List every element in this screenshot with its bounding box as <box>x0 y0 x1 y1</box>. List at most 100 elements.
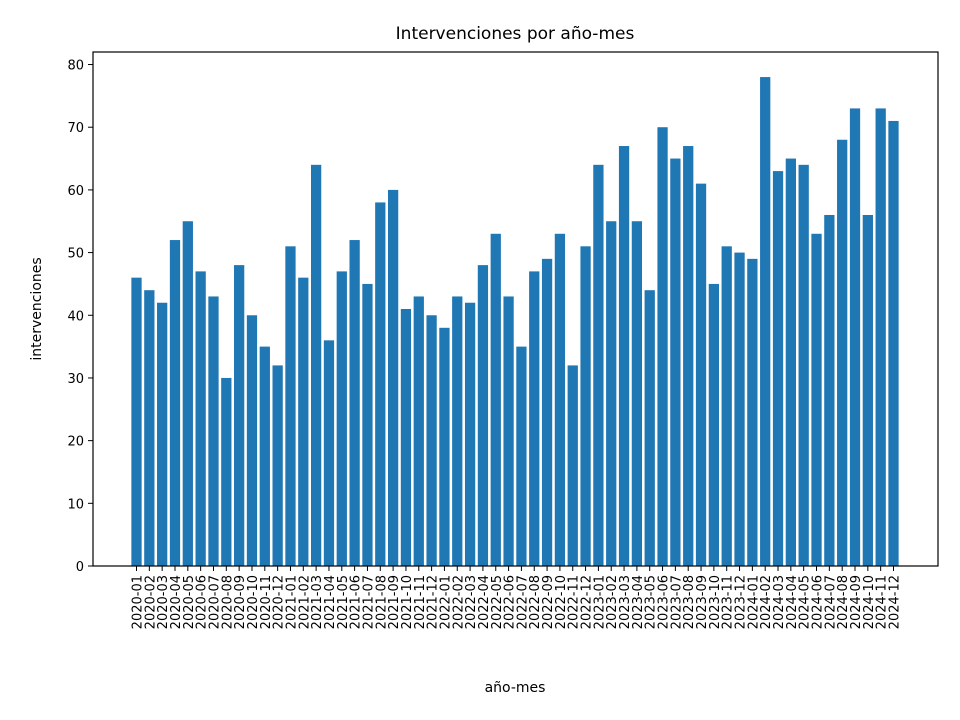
y-axis-label: intervenciones <box>29 257 45 360</box>
bar-2023-09 <box>695 183 707 566</box>
x-tick-label: 2024-10 <box>862 575 877 629</box>
bar-2024-09 <box>849 108 861 566</box>
x-tick-label: 2021-02 <box>297 575 312 629</box>
x-tick-label: 2020-03 <box>156 575 171 629</box>
bar-2020-04 <box>169 240 181 567</box>
x-tick-label: 2021-04 <box>323 575 338 629</box>
bar-2021-06 <box>349 240 360 567</box>
y-tick-label: 80 <box>67 59 84 74</box>
x-tick-label: 2020-02 <box>143 575 158 629</box>
y-tick-label: 20 <box>67 435 84 450</box>
x-tick-label: 2024-01 <box>746 575 761 629</box>
x-tick-label: 2021-05 <box>336 575 351 629</box>
x-tick-label: 2024-03 <box>772 575 787 629</box>
x-tick-label: 2023-06 <box>657 575 672 629</box>
bar-2020-06 <box>195 271 206 566</box>
x-tick-label: 2024-05 <box>798 575 813 629</box>
x-tick-label: 2020-05 <box>182 575 197 629</box>
bar-2020-09 <box>234 265 245 566</box>
x-tick-label: 2022-09 <box>541 575 556 629</box>
x-tick-label: 2023-01 <box>592 575 607 629</box>
bar-2024-01 <box>747 258 758 566</box>
bar-2023-11 <box>721 246 732 566</box>
x-tick-label: 2020-10 <box>246 575 261 629</box>
x-tick-label: 2022-04 <box>477 575 492 629</box>
chart-title: Intervenciones por año-mes <box>396 24 635 44</box>
x-tick-label: 2021-12 <box>426 575 441 629</box>
x-tick-label: 2022-07 <box>515 575 530 629</box>
bar-2022-12 <box>580 246 591 566</box>
bar-2023-05 <box>644 290 655 566</box>
bar-2020-10 <box>246 315 258 566</box>
x-tick-label: 2024-09 <box>849 575 864 629</box>
x-tick-label: 2023-08 <box>682 575 697 629</box>
bar-2020-01 <box>131 277 142 566</box>
bar-2022-07 <box>516 346 527 566</box>
x-tick-label: 2024-11 <box>875 575 890 629</box>
x-tick-label: 2022-10 <box>554 575 569 629</box>
x-tick-label: 2022-05 <box>490 575 505 629</box>
y-tick-label: 0 <box>76 560 84 575</box>
bar-2020-08 <box>221 377 232 566</box>
bars-group <box>131 77 899 567</box>
bar-2021-08 <box>375 202 386 566</box>
bar-2023-01 <box>593 164 604 566</box>
bar-2023-06 <box>657 127 668 566</box>
y-tick-label: 50 <box>67 247 84 262</box>
bar-2024-08 <box>837 139 848 566</box>
y-tick-label: 60 <box>67 184 84 199</box>
x-tick-label: 2024-02 <box>759 575 774 629</box>
x-tick-label: 2024-04 <box>785 575 800 629</box>
bar-2024-12 <box>888 120 899 566</box>
x-tick-label: 2022-12 <box>580 575 595 629</box>
x-tick-label: 2021-06 <box>349 575 364 629</box>
x-tick-label: 2021-11 <box>413 575 428 629</box>
x-tick-label: 2022-06 <box>503 575 518 629</box>
x-tick-label: 2024-08 <box>836 575 851 629</box>
bar-2023-04 <box>631 221 643 566</box>
x-tick-label: 2023-09 <box>695 575 710 629</box>
x-tick-label: 2020-12 <box>272 575 287 629</box>
bar-2022-08 <box>529 271 540 566</box>
bar-2022-02 <box>452 296 463 566</box>
y-axis: 0 10 20 30 40 50 60 70 80 <box>67 59 93 575</box>
x-tick-label: 2020-11 <box>259 575 274 629</box>
bar-2023-03 <box>618 146 630 566</box>
y-tick-label: 30 <box>67 372 84 387</box>
bar-2022-11 <box>567 365 578 566</box>
x-tick-label: 2022-03 <box>464 575 479 629</box>
x-tick-label: 2020-08 <box>220 575 235 629</box>
x-tick-label: 2020-01 <box>131 575 146 629</box>
x-tick-label: 2021-08 <box>374 575 389 629</box>
bar-2024-11 <box>875 108 886 566</box>
x-tick-label: 2021-03 <box>310 575 325 629</box>
bar-2022-06 <box>503 296 514 566</box>
x-axis: 2020-012020-022020-032020-042020-052020-… <box>131 566 903 629</box>
x-tick-label: 2023-05 <box>644 575 659 629</box>
bar-2022-09 <box>541 258 553 566</box>
x-tick-label: 2022-08 <box>528 575 543 629</box>
bar-2022-03 <box>464 302 476 566</box>
x-tick-label: 2021-07 <box>361 575 376 629</box>
bar-2021-10 <box>400 309 412 566</box>
x-tick-label: 2023-12 <box>734 575 749 629</box>
x-tick-label: 2020-07 <box>207 575 222 629</box>
bar-2022-10 <box>554 233 566 566</box>
bar-2023-12 <box>734 252 745 566</box>
x-tick-label: 2023-11 <box>721 575 736 629</box>
x-tick-label: 2021-09 <box>387 575 402 629</box>
x-tick-label: 2020-06 <box>195 575 210 629</box>
x-tick-label: 2024-06 <box>811 575 826 629</box>
y-tick-label: 10 <box>67 497 84 512</box>
x-tick-label: 2022-01 <box>438 575 453 629</box>
x-tick-label: 2020-04 <box>169 575 184 629</box>
y-tick-label: 70 <box>67 121 84 136</box>
x-tick-label: 2021-01 <box>284 575 299 629</box>
x-tick-label: 2024-12 <box>888 575 903 629</box>
bar-2020-07 <box>208 296 219 566</box>
x-tick-label: 2023-04 <box>631 575 646 629</box>
bar-2021-11 <box>413 296 424 566</box>
bar-2024-06 <box>811 233 822 566</box>
bar-2021-02 <box>298 277 309 566</box>
